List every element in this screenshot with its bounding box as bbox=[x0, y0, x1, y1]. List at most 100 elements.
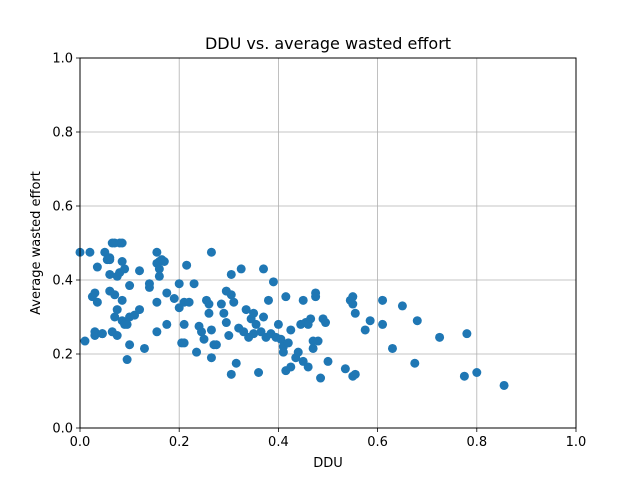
data-point bbox=[216, 299, 226, 309]
x-tick-label: 1.0 bbox=[566, 435, 587, 450]
data-point bbox=[219, 308, 229, 318]
data-point bbox=[112, 331, 122, 340]
y-tick-label: 0.4 bbox=[52, 274, 73, 289]
data-point bbox=[249, 308, 259, 318]
data-point bbox=[117, 238, 127, 248]
data-point bbox=[152, 297, 162, 307]
data-point bbox=[110, 290, 120, 300]
data-point bbox=[410, 358, 420, 368]
data-point bbox=[348, 292, 358, 302]
data-point bbox=[378, 319, 388, 329]
data-point bbox=[316, 373, 326, 383]
data-point bbox=[254, 368, 264, 377]
data-point bbox=[120, 264, 130, 274]
data-point bbox=[90, 288, 100, 298]
data-point bbox=[303, 362, 313, 372]
data-point bbox=[179, 319, 189, 329]
data-point bbox=[112, 305, 122, 315]
data-point bbox=[224, 331, 234, 340]
x-tick-label: 0.0 bbox=[70, 435, 91, 450]
data-point bbox=[206, 353, 216, 363]
y-tick-label: 0.0 bbox=[52, 422, 73, 437]
data-point bbox=[273, 319, 283, 329]
data-point bbox=[122, 319, 132, 329]
data-point bbox=[360, 325, 370, 335]
data-points bbox=[75, 238, 509, 390]
data-point bbox=[135, 266, 145, 276]
data-point bbox=[197, 327, 207, 337]
data-point bbox=[462, 329, 472, 339]
data-point bbox=[85, 247, 95, 257]
data-point bbox=[144, 282, 154, 292]
data-point bbox=[204, 308, 214, 318]
y-axis-ticks: 0.0 0.2 0.4 0.6 0.8 1.0 bbox=[52, 52, 80, 437]
data-point bbox=[110, 312, 120, 322]
x-axis-ticks: 0.0 0.2 0.4 0.6 0.8 1.0 bbox=[70, 428, 587, 450]
data-point bbox=[259, 312, 269, 322]
data-point bbox=[204, 299, 214, 309]
data-point bbox=[211, 340, 221, 350]
data-point bbox=[90, 327, 100, 337]
data-point bbox=[236, 264, 246, 274]
data-point bbox=[226, 290, 236, 300]
data-point bbox=[286, 325, 296, 335]
data-point bbox=[348, 299, 358, 309]
data-point bbox=[249, 329, 259, 339]
data-point bbox=[162, 288, 172, 298]
data-point bbox=[286, 362, 296, 372]
data-point bbox=[350, 308, 360, 318]
chart-title: DDU vs. average wasted effort bbox=[205, 34, 451, 53]
x-tick-label: 0.6 bbox=[367, 435, 388, 450]
data-point bbox=[152, 247, 162, 257]
data-point bbox=[189, 279, 199, 289]
data-point bbox=[169, 294, 179, 303]
data-point bbox=[105, 269, 115, 279]
data-point bbox=[184, 297, 194, 307]
x-axis-label: DDU bbox=[313, 456, 343, 471]
data-point bbox=[154, 271, 164, 281]
data-point bbox=[306, 314, 316, 324]
data-point bbox=[97, 329, 107, 339]
data-point bbox=[154, 264, 164, 274]
data-point bbox=[152, 327, 162, 337]
data-point bbox=[472, 368, 482, 377]
data-point bbox=[378, 295, 388, 305]
data-point bbox=[231, 358, 241, 368]
data-point bbox=[365, 316, 375, 326]
data-point bbox=[159, 257, 169, 266]
data-point bbox=[199, 334, 209, 344]
data-point bbox=[435, 332, 445, 342]
data-point bbox=[313, 336, 323, 346]
data-point bbox=[221, 318, 231, 328]
data-point bbox=[340, 364, 350, 374]
x-tick-label: 0.4 bbox=[268, 435, 289, 450]
y-axis-label: Average wasted effort bbox=[29, 171, 44, 315]
data-point bbox=[276, 334, 286, 344]
data-point bbox=[321, 318, 331, 328]
data-point bbox=[135, 305, 145, 315]
data-point bbox=[139, 343, 149, 353]
plot-frame bbox=[79, 57, 577, 429]
data-point bbox=[311, 292, 321, 302]
data-point bbox=[125, 281, 135, 291]
data-point bbox=[263, 295, 273, 305]
data-point bbox=[278, 347, 288, 357]
data-point bbox=[350, 369, 360, 379]
data-point bbox=[125, 340, 135, 350]
data-point bbox=[182, 260, 192, 270]
data-point bbox=[268, 277, 278, 287]
data-point bbox=[92, 262, 102, 272]
data-point bbox=[229, 297, 239, 307]
data-point bbox=[174, 279, 184, 289]
data-point bbox=[412, 316, 422, 326]
data-point bbox=[117, 257, 127, 266]
data-point bbox=[293, 347, 303, 357]
data-point bbox=[283, 338, 293, 348]
data-point bbox=[323, 356, 333, 366]
plot-area bbox=[80, 58, 576, 428]
data-point bbox=[226, 369, 236, 379]
data-point bbox=[80, 336, 90, 346]
data-point bbox=[162, 319, 172, 329]
grid bbox=[79, 57, 577, 429]
